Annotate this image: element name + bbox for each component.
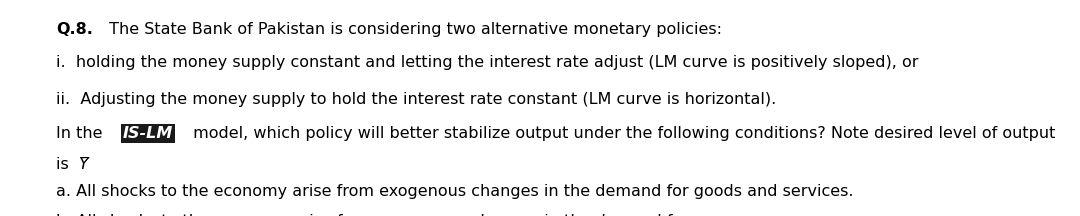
Text: b. All shocks to the economy arise from exogenous changes in the demand for mone: b. All shocks to the economy arise from … <box>56 214 752 216</box>
Text: In the: In the <box>56 126 108 141</box>
Text: ii.  Adjusting the money supply to hold the interest rate constant (LM curve is : ii. Adjusting the money supply to hold t… <box>56 92 777 107</box>
Text: i.  holding the money supply constant and letting the interest rate adjust (LM c: i. holding the money supply constant and… <box>56 55 919 70</box>
Text: a. All shocks to the economy arise from exogenous changes in the demand for good: a. All shocks to the economy arise from … <box>56 184 853 199</box>
Text: Q.8.: Q.8. <box>56 22 93 37</box>
Text: is: is <box>56 157 75 172</box>
Text: The State Bank of Pakistan is considering two alternative monetary policies:: The State Bank of Pakistan is considerin… <box>104 22 721 37</box>
Text: IS-LM: IS-LM <box>123 126 173 141</box>
Text: Y̅: Y̅ <box>79 157 89 172</box>
Text: model, which policy will better stabilize output under the following conditions?: model, which policy will better stabiliz… <box>188 126 1055 141</box>
